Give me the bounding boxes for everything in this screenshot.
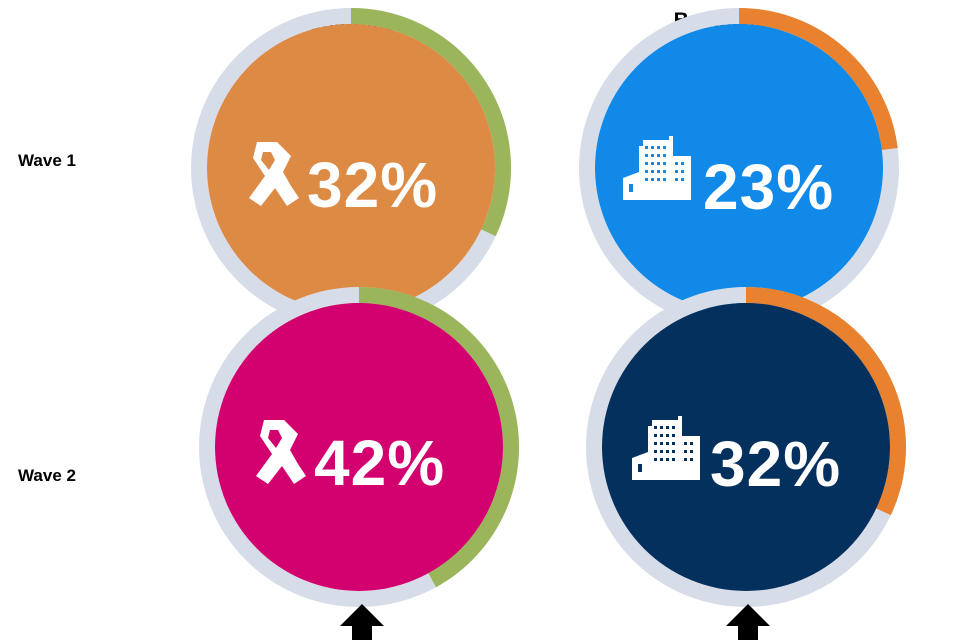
donut-fill xyxy=(215,303,503,591)
donut-fill xyxy=(595,24,883,312)
up-arrow-icon xyxy=(726,604,770,640)
awareness-ribbon-icon xyxy=(256,420,306,484)
office-building-icon xyxy=(623,136,691,200)
up-arrow-icon xyxy=(340,604,384,640)
office-building-icon xyxy=(632,416,700,480)
ring-progress-arc xyxy=(358,287,519,588)
row-label-wave-2: Wave 2 xyxy=(18,466,76,485)
data-label-businesses-wave-1: 23% xyxy=(703,151,835,223)
row-label-wave-1: Wave 1 xyxy=(18,151,76,170)
donut-fill xyxy=(602,303,890,591)
ring-progress-arc xyxy=(350,8,511,237)
awareness-ribbon-icon xyxy=(249,142,299,206)
donut-businesses-wave-2 xyxy=(586,287,906,607)
data-label-charities-wave-1: 32% xyxy=(307,149,439,221)
ring-progress-arc xyxy=(745,287,906,516)
data-label-charities-wave-2: 42% xyxy=(314,427,446,499)
ring-progress-arc xyxy=(738,8,898,151)
donut-charities-wave-2 xyxy=(199,287,519,607)
data-label-businesses-wave-2: 32% xyxy=(710,428,842,500)
donut-fill xyxy=(207,24,495,312)
